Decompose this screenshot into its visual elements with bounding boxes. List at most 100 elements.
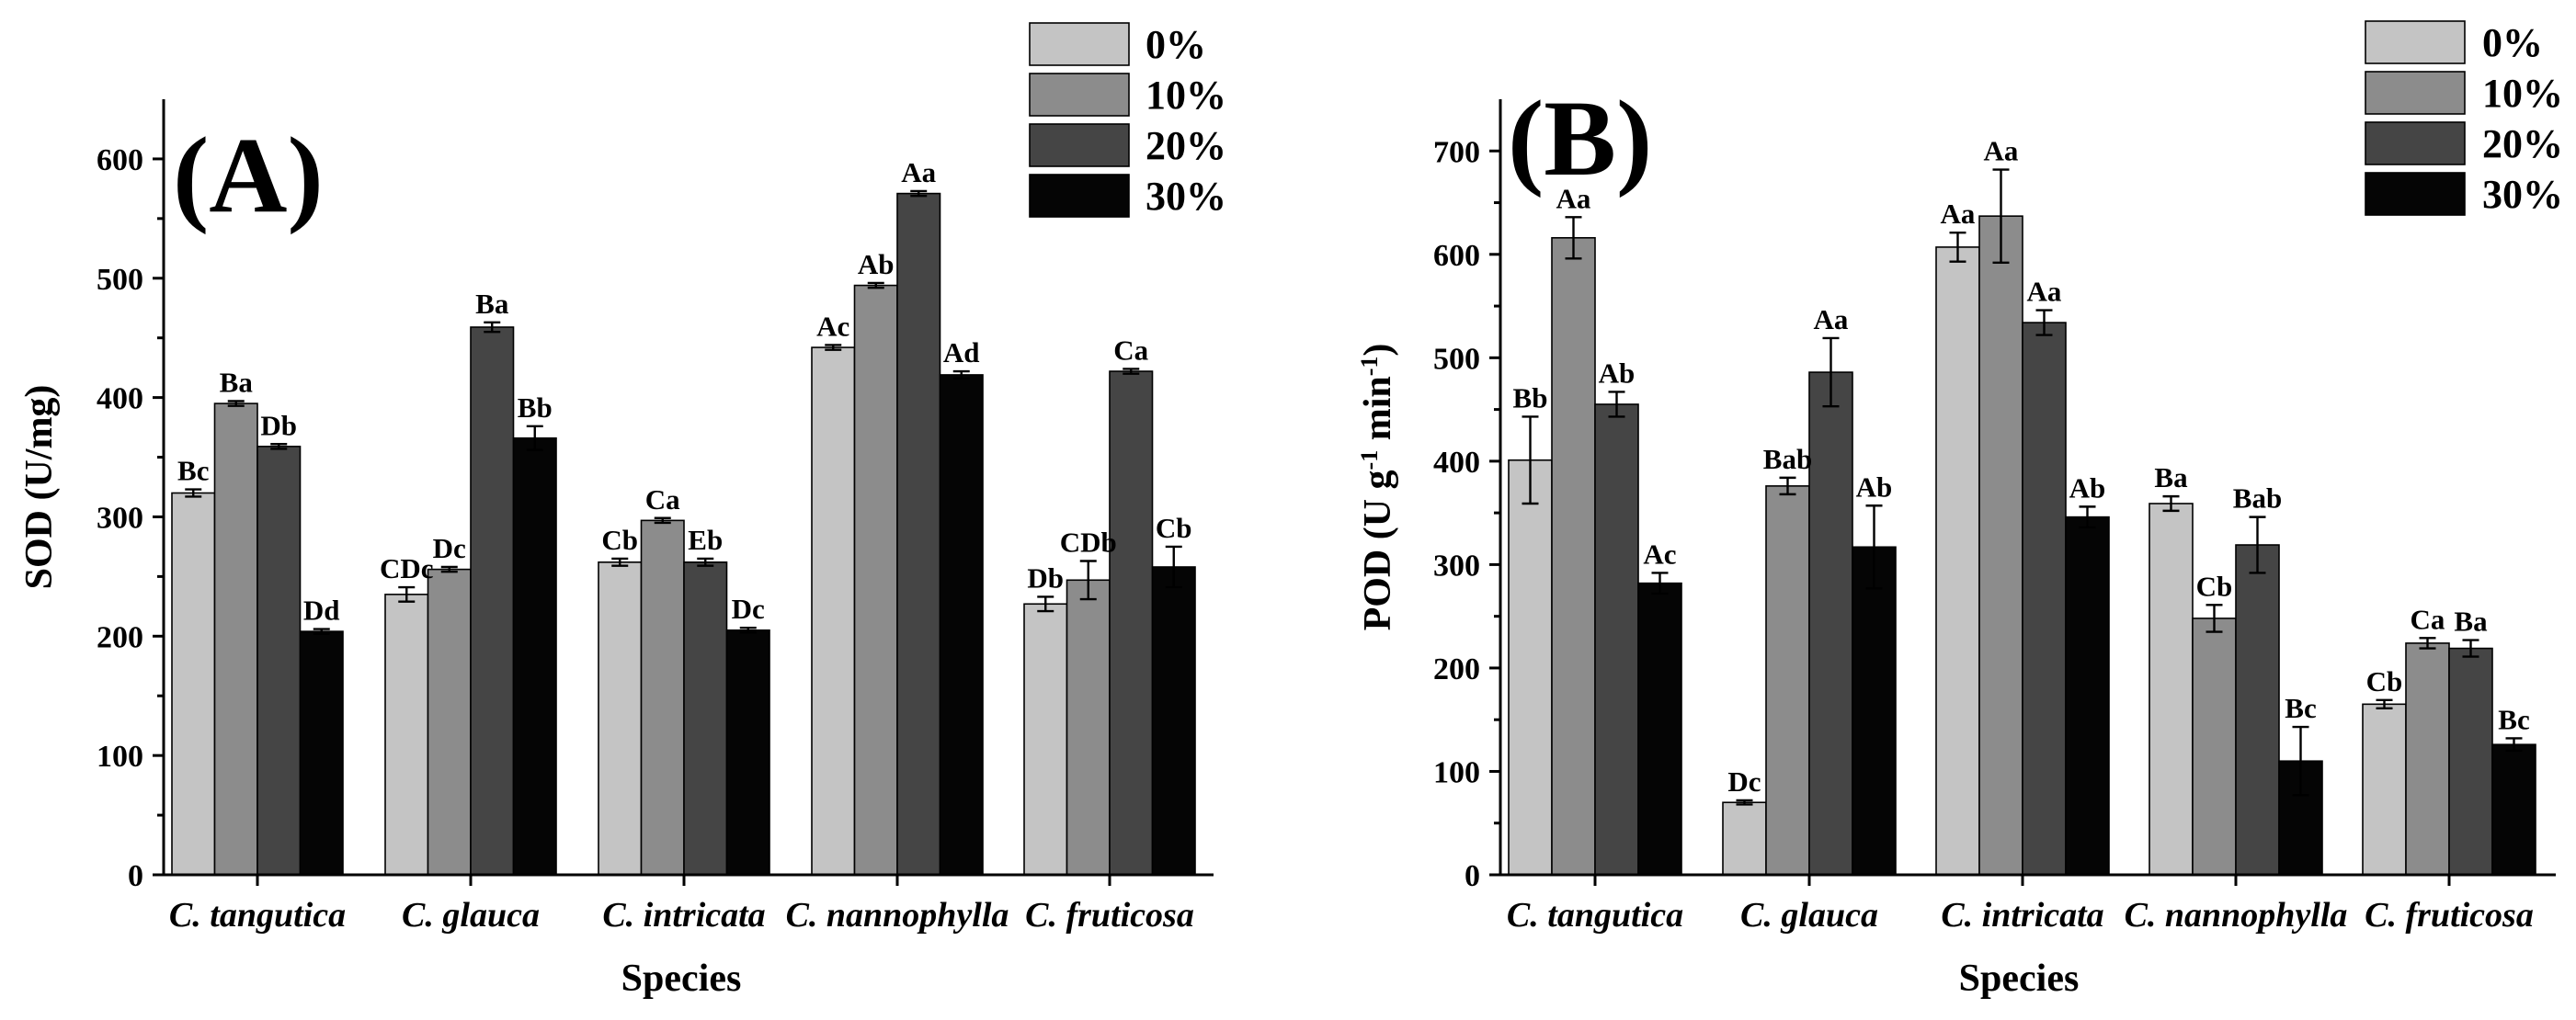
panel-a-category-label: C. intricata xyxy=(602,896,765,935)
panel-a-bar xyxy=(853,284,898,876)
panel-a-bar xyxy=(598,561,643,876)
panel-b-bar xyxy=(1765,485,1810,876)
panel-a-category-label: C. nannophylla xyxy=(786,896,1009,935)
panel-b-bar xyxy=(1722,801,1767,876)
panel-b-category-label: C. glauca xyxy=(1740,896,1878,935)
panel-b-y-title-sup1: -1 xyxy=(1356,450,1383,470)
panel-a-y-tick-label: 100 xyxy=(97,740,143,774)
panel-b-y-tick-label: 500 xyxy=(1433,342,1480,376)
panel-a-legend: 0% 10% 20% 30% xyxy=(1029,22,1226,219)
panel-a-y-tick-label: 300 xyxy=(97,501,143,535)
panel-b-bar-annotation: Dc xyxy=(1727,765,1761,798)
panel-a-label: (A) xyxy=(173,115,324,235)
panel-a-bar xyxy=(213,402,258,876)
panel-b-bar-annotation: Cb xyxy=(2196,570,2233,602)
panel-a-y-title: SOD (U/mg) xyxy=(18,385,61,590)
panel-a-bar-annotation: Eb xyxy=(688,524,723,556)
panel-b-bar xyxy=(1637,582,1682,876)
panel-a-bar xyxy=(683,561,728,876)
panel-b-y-tick-label: 700 xyxy=(1433,135,1480,169)
panel-a-bars xyxy=(171,192,1196,876)
panel-b-bar xyxy=(2192,618,2237,876)
panel-a-y-tick-label: 600 xyxy=(97,143,143,177)
panel-a-bar-annotation: CDb xyxy=(1060,527,1117,559)
panel-a-y-tick-label: 400 xyxy=(97,382,143,416)
panel-a-bar-annotation: Ca xyxy=(645,483,680,516)
panel-b-legend-label: 10% xyxy=(2482,71,2563,116)
panel-b-bar xyxy=(2065,516,2110,876)
panel-b-category-label: C. nannophylla xyxy=(2125,896,2348,935)
panel-b-bar xyxy=(2491,743,2536,876)
panel-a-bar-annotation: Db xyxy=(1027,561,1064,594)
panel-b-bar-annotation: Aa xyxy=(1814,303,1849,335)
panel-a-annotations: BcBaDbDdCDcDcBaBbCbCaEbDcAcAbAaAdDbCDbCa… xyxy=(177,156,1192,627)
panel-b-category-label: C. fruticosa xyxy=(2365,896,2534,935)
panel-a-bar-annotation: Bb xyxy=(518,391,553,424)
panel-b-legend-swatch xyxy=(2365,20,2466,64)
panel-a-x-title: Species xyxy=(621,958,742,1000)
panel-a-bar-annotation: Db xyxy=(260,409,297,441)
panel-b-y-tick-label: 600 xyxy=(1433,239,1480,273)
panel-b-legend-swatch xyxy=(2365,71,2466,115)
panel-a-bar xyxy=(1109,370,1154,876)
panel-b-y-title-end: ) xyxy=(1357,344,1399,357)
panel-b-error-bars xyxy=(1522,168,2523,806)
panel-a-bar xyxy=(1066,579,1111,876)
panel-b-bar xyxy=(2362,703,2407,876)
panel-a-error-bars xyxy=(185,189,1182,635)
panel-b-y-ticks: 0 100 200 300 400 500 600 700 xyxy=(1433,135,1500,893)
panel-b-x-title: Species xyxy=(1959,958,2080,1000)
panel-b-bar-annotation: Ab xyxy=(1599,357,1636,389)
panel-b-bar xyxy=(1935,246,1980,876)
panel-b-bar xyxy=(1808,371,1853,876)
panel-a-legend-label: 20% xyxy=(1146,123,1226,168)
panel-a-y-tick-label: 200 xyxy=(97,620,143,654)
panel-a-bar xyxy=(256,446,302,876)
panel-a-legend-swatch xyxy=(1029,73,1130,117)
panel-b-bar-annotation: Bc xyxy=(2498,703,2529,735)
panel-a-bar-annotation: Dc xyxy=(732,593,765,625)
panel-a-bar xyxy=(512,436,557,876)
panel-a-legend-label: 0% xyxy=(1146,22,1206,67)
panel-a-bar-annotation: Ca xyxy=(1113,334,1148,366)
panel-b-y-title-sup2: -1 xyxy=(1356,357,1383,377)
panel-a-y-tick-label: 0 xyxy=(128,859,143,893)
panel-a-bar xyxy=(811,346,856,876)
panel-b-bar xyxy=(2405,642,2450,876)
panel-a-legend-label: 10% xyxy=(1146,73,1226,118)
panel-b-category-label: C. intricata xyxy=(1941,896,2103,935)
panel-a-bar xyxy=(470,326,515,876)
panel-a-bar-annotation: Aa xyxy=(901,156,936,188)
panel-b-bar-annotation: Ac xyxy=(1643,538,1676,570)
panel-a-bar-annotation: Ad xyxy=(943,336,980,368)
panel-b-legend-label: 0% xyxy=(2482,20,2543,65)
panel-b-bar-annotation: Aa xyxy=(2027,276,2062,308)
panel-a-legend-label: 30% xyxy=(1146,174,1226,219)
panel-a-bar-annotation: Ac xyxy=(816,310,849,342)
panel-a-bar-annotation: Ab xyxy=(858,248,895,280)
panel-a-legend-swatch xyxy=(1029,174,1130,218)
panel-a-y-tick-label: 500 xyxy=(97,263,143,297)
panel-b-y-title-mid: min xyxy=(1357,376,1399,450)
panel-b-bar-annotation: Bab xyxy=(1763,443,1812,475)
panel-b-bar xyxy=(2022,322,2067,876)
panel-a-bar-annotation: CDc xyxy=(380,552,434,584)
panel-b-y-title: POD (U g-1 min-1) xyxy=(1356,344,1400,631)
panel-b-x-ticks: C. tangutica C. glauca C. intricata C. nann… xyxy=(1507,875,2534,935)
panel-b-bar-annotation: Bc xyxy=(2285,692,2316,724)
panel-a-bar-annotation: Ba xyxy=(475,288,509,320)
panel-a-bar-annotation: Cb xyxy=(601,524,638,556)
panel-a-bar xyxy=(640,519,685,876)
panel-b-bar xyxy=(1978,215,2023,876)
panel-b-y-tick-label: 400 xyxy=(1433,446,1480,480)
panel-b-bar-annotation: Bab xyxy=(2233,482,2282,515)
panel-a-bar xyxy=(896,192,941,876)
panel-b-bar xyxy=(1551,236,1596,876)
panel-a-y-ticks: 0 100 200 300 400 500 600 xyxy=(97,143,164,893)
panel-a-bar-annotation: Bc xyxy=(177,455,209,487)
panel-b-bar-annotation: Bb xyxy=(1513,381,1548,414)
panel-b-bar xyxy=(2235,544,2280,876)
panel-a-category-label: C. fruticosa xyxy=(1025,896,1194,935)
